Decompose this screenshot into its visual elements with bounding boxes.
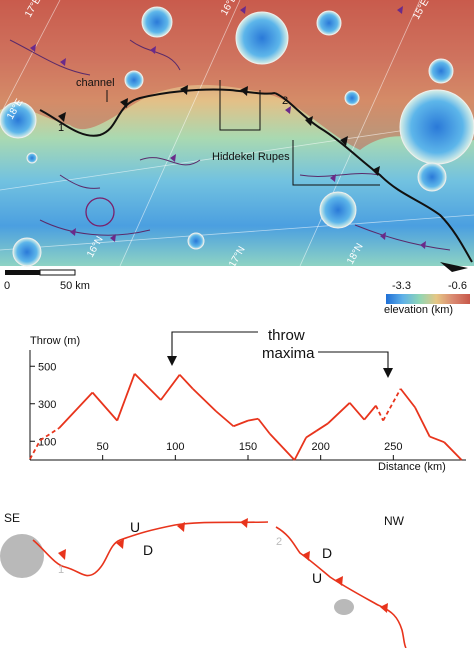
fault-trace-segment-1 xyxy=(32,521,269,577)
throw-segment xyxy=(305,430,317,439)
profile-y-axis-label: Throw (m) xyxy=(30,335,80,347)
throw-segment xyxy=(39,427,60,442)
throw-segment xyxy=(247,417,259,422)
rupes-label: Hiddekel Rupes xyxy=(212,151,290,163)
fault-trace-segment-2 xyxy=(275,526,407,648)
y-tick-label: 300 xyxy=(38,399,56,411)
segment-label-1: 1 xyxy=(58,122,64,134)
throw-segment xyxy=(179,374,194,390)
throw-segment xyxy=(414,407,431,437)
crater xyxy=(344,90,360,106)
crater xyxy=(428,58,454,84)
throw-segment xyxy=(382,388,402,422)
throw-segment xyxy=(293,437,307,461)
throw-segment xyxy=(134,373,162,401)
elevation-map: channel Hiddekel Rupes 1 2 17°E 16°E 15°… xyxy=(0,0,474,276)
profile-axes: 50 100 150 200 250 100 300 500 xyxy=(29,350,466,461)
crater xyxy=(399,89,474,165)
throw-segment xyxy=(160,374,181,401)
x-tick-label: 100 xyxy=(166,441,184,453)
crater-se xyxy=(0,534,44,578)
crater xyxy=(141,6,173,38)
throw-segment xyxy=(443,441,463,461)
y-tick-label: 500 xyxy=(38,361,56,373)
legend-title: elevation (km) xyxy=(384,304,454,316)
x-tick-label: 200 xyxy=(311,441,329,453)
elevation-legend-ramp xyxy=(386,294,470,304)
callout-lines xyxy=(106,80,380,186)
throw-segment xyxy=(257,418,271,435)
channel-label: channel xyxy=(76,77,115,89)
throw-profile-chart: Throw (m) Distance (km) throw maxima 50 1… xyxy=(29,327,466,473)
label-d-2: D xyxy=(322,545,332,561)
throw-segment xyxy=(116,373,136,421)
throw-segment xyxy=(375,405,384,422)
legend-min-label: -3.3 xyxy=(392,280,411,292)
profile-series xyxy=(29,373,463,461)
scale-bar xyxy=(5,269,76,276)
fault-trace-diagram: SE NW U D D U 1 2 xyxy=(0,511,407,648)
trace-segment-1: 1 xyxy=(58,564,64,576)
crater xyxy=(0,101,37,139)
crater xyxy=(319,191,357,229)
throw-segment xyxy=(327,402,351,425)
x-tick-label: 50 xyxy=(97,441,109,453)
thrust-teeth xyxy=(30,6,426,249)
annotation-arrows xyxy=(171,331,389,372)
x-tick-label: 250 xyxy=(384,441,402,453)
annotation-throw: throw xyxy=(268,327,305,344)
annotation-maxima: maxima xyxy=(262,345,315,362)
north-arrow-icon xyxy=(440,262,468,272)
label-u-2: U xyxy=(312,570,322,586)
throw-segment xyxy=(399,388,416,409)
throw-segment xyxy=(315,422,329,432)
label-nw: NW xyxy=(384,514,405,528)
upland-region xyxy=(0,0,474,150)
throw-segment xyxy=(349,402,365,421)
crater xyxy=(316,10,342,36)
label-u-1: U xyxy=(130,519,140,535)
annotation-arrowheads xyxy=(167,356,393,378)
throw-segment xyxy=(233,419,249,428)
throw-segment xyxy=(58,391,94,429)
crater-small xyxy=(334,599,354,615)
crater xyxy=(26,152,38,164)
craters xyxy=(0,6,474,267)
throw-segment xyxy=(429,435,445,444)
x-tick-label: 150 xyxy=(239,441,257,453)
profile-x-axis-label: Distance (km) xyxy=(378,461,446,473)
y-tick-label: 100 xyxy=(38,436,56,448)
label-d-1: D xyxy=(143,542,153,558)
crater xyxy=(187,232,205,250)
label-se: SE xyxy=(4,511,20,525)
crater xyxy=(12,237,42,267)
scale-end-label: 50 km xyxy=(60,280,90,292)
graticule xyxy=(0,0,474,267)
throw-segment xyxy=(363,405,377,421)
crater xyxy=(417,162,447,192)
throw-segment xyxy=(215,410,235,427)
crater xyxy=(85,197,115,227)
legend-max-label: -0.6 xyxy=(448,280,467,292)
thrust-faults xyxy=(9,39,451,251)
throw-segment xyxy=(192,388,217,412)
crater xyxy=(124,70,144,90)
trace-segment-2: 2 xyxy=(276,536,282,548)
trace-teeth xyxy=(58,518,388,613)
throw-segment xyxy=(29,439,41,460)
scale-start-label: 0 xyxy=(4,280,11,292)
segment-label-2: 2 xyxy=(282,95,288,107)
scarp-teeth xyxy=(58,85,380,176)
crater xyxy=(235,11,289,65)
throw-segment xyxy=(91,391,118,422)
throw-segment xyxy=(269,433,296,461)
